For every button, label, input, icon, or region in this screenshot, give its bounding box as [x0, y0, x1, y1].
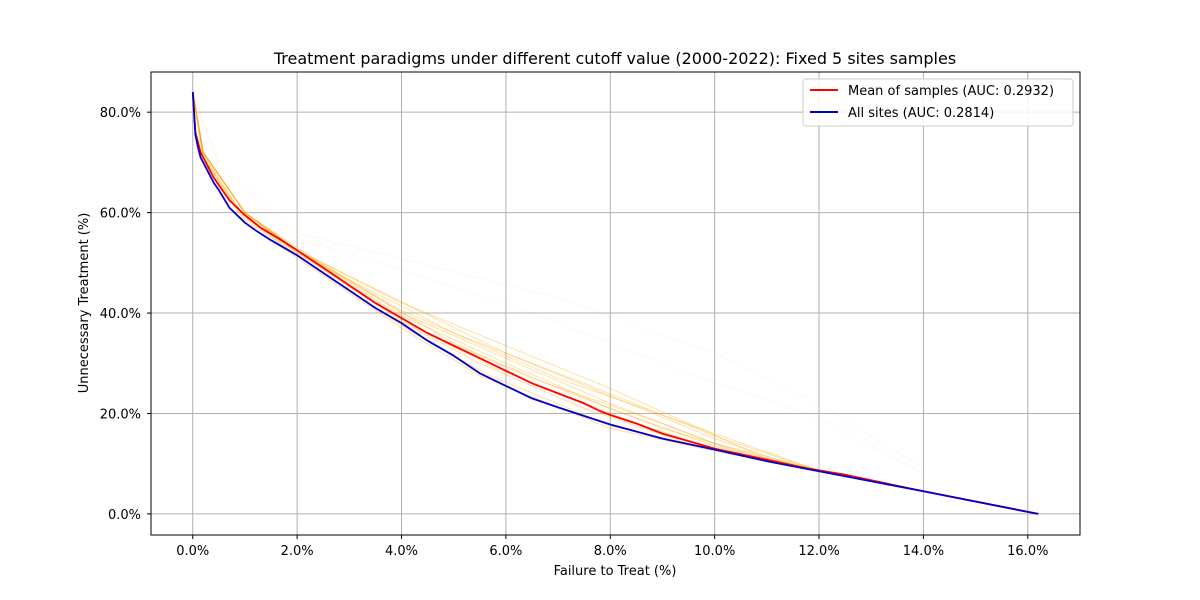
- sample-line: [192, 92, 1039, 515]
- sample-line: [192, 92, 1039, 515]
- sample-line: [192, 92, 1039, 515]
- faint-sample-line: [192, 91, 924, 475]
- sample-line: [192, 92, 1039, 515]
- y-axis-label: Unnecessary Treatment (%): [77, 213, 92, 394]
- x-tick-label: 8.0%: [594, 544, 627, 559]
- sample-line: [192, 92, 1039, 515]
- x-tick-label: 2.0%: [281, 544, 314, 559]
- sample-line: [192, 92, 1039, 515]
- x-tick-label: 4.0%: [385, 544, 418, 559]
- faint-sample-lines: [192, 91, 924, 475]
- y-tick-label: 40.0%: [100, 307, 141, 322]
- y-tick-label: 60.0%: [100, 207, 141, 222]
- grid: [151, 72, 1080, 535]
- sample-line: [192, 92, 1039, 515]
- legend-label-all-sites: All sites (AUC: 0.2814): [848, 106, 994, 121]
- main-series-lines: [191, 92, 1039, 515]
- sample-line: [192, 92, 1039, 515]
- plot-frame: [150, 71, 1081, 536]
- sample-lines: [192, 92, 1039, 515]
- x-tick-label: 10.0%: [694, 544, 735, 559]
- chart-title: Treatment paradigms under different cuto…: [273, 49, 956, 68]
- faint-sample-line: [192, 91, 924, 470]
- x-axis-label: Failure to Treat (%): [554, 564, 677, 579]
- x-tick-label: 14.0%: [903, 544, 944, 559]
- y-axis-ticks: 0.0% 20.0% 40.0% 60.0% 80.0%: [100, 106, 151, 523]
- all-sites-line: [191, 92, 1039, 515]
- legend-label-mean: Mean of samples (AUC: 0.2932): [848, 84, 1054, 99]
- y-tick-label: 80.0%: [100, 106, 141, 121]
- sample-line: [192, 92, 1039, 515]
- sample-line: [192, 92, 1039, 515]
- x-axis-ticks: 0.0% 2.0% 4.0% 6.0% 8.0% 10.0% 12.0% 14.0% 16.0%: [176, 535, 1048, 559]
- x-tick-label: 6.0%: [489, 544, 522, 559]
- sample-line: [192, 92, 1039, 515]
- x-tick-label: 0.0%: [176, 544, 209, 559]
- legend: Mean of samples (AUC: 0.2932) All sites …: [802, 78, 1074, 127]
- y-tick-label: 20.0%: [100, 407, 141, 422]
- mean-of-samples-line: [191, 92, 1039, 515]
- x-tick-label: 16.0%: [1007, 544, 1048, 559]
- x-tick-label: 12.0%: [798, 544, 839, 559]
- y-tick-label: 0.0%: [108, 508, 141, 523]
- legend-box: [802, 78, 1074, 127]
- sample-line: [192, 92, 1039, 515]
